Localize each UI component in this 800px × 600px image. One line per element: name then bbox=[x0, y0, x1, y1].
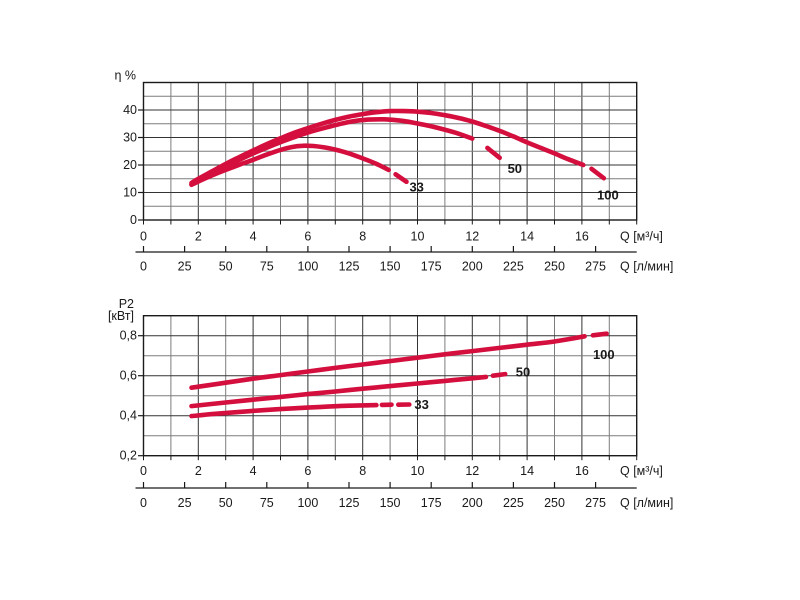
x-axis-tick-label: 0 bbox=[140, 230, 147, 244]
secondary-axis-tick-label: 200 bbox=[462, 260, 483, 274]
y-axis-tick-label: 20 bbox=[123, 158, 137, 172]
y-axis-title: [кВт] bbox=[108, 309, 134, 323]
secondary-axis-unit-label: Q [л/мин] bbox=[620, 260, 673, 274]
y-axis-tick-label: 0 bbox=[130, 213, 137, 227]
y-axis-title: P2 bbox=[119, 297, 134, 311]
curve-label-33: 33 bbox=[414, 397, 428, 412]
secondary-axis-tick-label: 250 bbox=[544, 260, 565, 274]
secondary-axis-tick-label: 25 bbox=[178, 260, 192, 274]
x-axis-tick-label: 14 bbox=[520, 230, 534, 244]
curve-dash-50 bbox=[490, 371, 508, 379]
secondary-axis-tick-label: 25 bbox=[178, 496, 192, 510]
curve-dash-33 bbox=[393, 172, 409, 185]
curve-100 bbox=[189, 334, 587, 390]
x-axis-tick-label: 12 bbox=[465, 464, 479, 478]
secondary-axis-tick-label: 125 bbox=[339, 260, 360, 274]
curve-dash-50 bbox=[485, 145, 503, 161]
power-chart: 0 2 4 6 8 10 12 14 16 Q [м³/ч] 0,2 0,4 0,6 0,8 P2[кВт]… bbox=[108, 297, 673, 510]
secondary-axis-tick-label: 275 bbox=[585, 496, 606, 510]
curve-100 bbox=[189, 108, 586, 186]
curve-50 bbox=[189, 374, 489, 409]
curve-33 bbox=[189, 402, 379, 419]
x-axis-tick-label: 4 bbox=[250, 230, 257, 244]
x-axis-tick-label: 2 bbox=[195, 464, 202, 478]
x-axis-tick-label: 16 bbox=[575, 230, 589, 244]
x-axis-tick-label: 2 bbox=[195, 230, 202, 244]
x-axis-tick-label: 10 bbox=[411, 230, 425, 244]
curve-label-50: 50 bbox=[516, 365, 530, 380]
y-axis-tick-label: 40 bbox=[123, 103, 137, 117]
secondary-axis-tick-label: 50 bbox=[219, 260, 233, 274]
x-axis-tick-label: 8 bbox=[359, 464, 366, 478]
secondary-axis-tick-label: 50 bbox=[219, 496, 233, 510]
x-axis-tick-label: 10 bbox=[411, 464, 425, 478]
x-axis-tick-label: 6 bbox=[304, 230, 311, 244]
secondary-axis-tick-label: 100 bbox=[297, 260, 318, 274]
secondary-axis-tick-label: 175 bbox=[421, 496, 442, 510]
curve-dash-100 bbox=[590, 331, 609, 338]
x-axis-tick-label: 8 bbox=[359, 230, 366, 244]
secondary-axis-tick-label: 225 bbox=[503, 260, 524, 274]
secondary-axis-tick-label: 75 bbox=[260, 496, 274, 510]
x-axis-tick-label: 12 bbox=[465, 230, 479, 244]
secondary-axis-tick-label: 100 bbox=[297, 496, 318, 510]
y-axis-tick-label: 0,6 bbox=[120, 369, 137, 383]
secondary-axis-tick-label: 150 bbox=[380, 496, 401, 510]
secondary-axis-tick-label: 75 bbox=[260, 260, 274, 274]
secondary-axis-tick-label: 225 bbox=[503, 496, 524, 510]
y-axis-tick-label: 0,2 bbox=[120, 449, 137, 463]
x-axis-unit-label: Q [м³/ч] bbox=[620, 230, 663, 244]
x-axis-tick-label: 14 bbox=[520, 464, 534, 478]
curve-label-33: 33 bbox=[409, 180, 423, 195]
curve-33 bbox=[189, 143, 391, 188]
secondary-axis-tick-label: 0 bbox=[140, 496, 147, 510]
secondary-axis-tick-label: 200 bbox=[462, 496, 483, 510]
secondary-axis-tick-label: 0 bbox=[140, 260, 147, 274]
x-axis-tick-label: 16 bbox=[575, 464, 589, 478]
secondary-axis-unit-label: Q [л/мин] bbox=[620, 496, 673, 510]
secondary-axis-tick-label: 125 bbox=[339, 496, 360, 510]
efficiency-chart: 0 2 4 6 8 10 12 14 16 Q [м³/ч] 0 10 20 30 40 η % 0 25 50 75… bbox=[114, 69, 673, 274]
x-axis-tick-label: 4 bbox=[250, 464, 257, 478]
curve-label-100: 100 bbox=[593, 347, 615, 362]
y-axis-tick-label: 30 bbox=[123, 131, 137, 145]
y-axis-tick-label: 0,8 bbox=[120, 329, 137, 343]
y-axis-tick-label: 0,4 bbox=[120, 409, 137, 423]
secondary-axis-tick-label: 150 bbox=[380, 260, 401, 274]
secondary-axis-tick-label: 275 bbox=[585, 260, 606, 274]
y-axis-title: η % bbox=[114, 69, 136, 83]
secondary-axis-tick-label: 250 bbox=[544, 496, 565, 510]
curve-label-50: 50 bbox=[508, 161, 522, 176]
secondary-axis-tick-label: 175 bbox=[421, 260, 442, 274]
x-axis-tick-label: 0 bbox=[140, 464, 147, 478]
x-axis-unit-label: Q [м³/ч] bbox=[620, 464, 663, 478]
curve-label-100: 100 bbox=[597, 188, 619, 203]
y-axis-tick-label: 10 bbox=[123, 186, 137, 200]
x-axis-tick-label: 6 bbox=[304, 464, 311, 478]
curve-dash-100 bbox=[589, 166, 607, 181]
